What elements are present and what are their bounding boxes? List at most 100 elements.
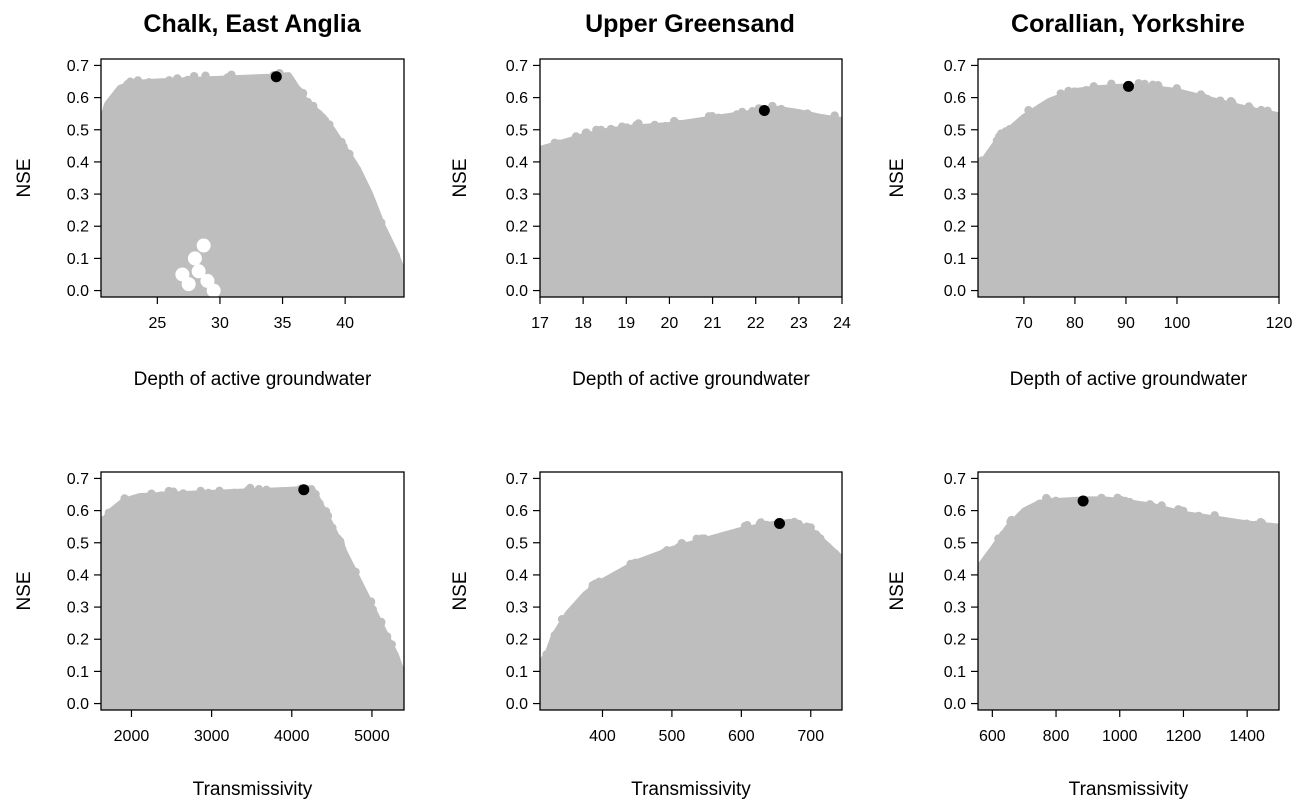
nse-point [253,79,263,89]
nse-point [1081,86,1091,95]
x-tick-label: 19 [617,315,635,332]
nse-point [978,565,984,575]
nse-point [262,485,271,495]
y-tick-label: 0.6 [67,90,89,107]
nse-point [295,95,304,104]
nse-point [1184,97,1193,107]
nse-point [831,549,840,559]
y-tick-label: 0.5 [506,535,528,552]
nse-point [1154,83,1163,92]
nse-point [1194,511,1203,521]
nse-point [365,604,374,613]
nse-point [978,162,984,172]
nse-point [581,128,590,138]
y-tick-label: 0.3 [944,600,966,617]
y-tick-label: 0.0 [506,696,528,713]
nse-point [398,269,404,278]
nse-point [762,520,771,530]
plot-frame [977,471,1280,711]
x-tick-label: 2000 [114,728,150,745]
nse-point [1130,500,1139,509]
nse-point [1228,100,1237,109]
nse-point [748,107,757,116]
nse-point [241,75,250,85]
nse-point [1005,130,1014,139]
nse-point [193,80,203,89]
x-tick-label: 1400 [1229,728,1265,745]
nse-point [373,621,382,631]
nse-point [1096,503,1106,512]
nse-point [273,80,282,89]
nse-point [743,520,752,530]
nse-point [1097,493,1106,503]
nse-point [660,128,670,137]
nse-point [180,496,189,506]
nse-point [547,644,556,653]
nse-point [339,142,348,151]
column-title-corallian: Corallian, Yorkshire [1011,10,1245,38]
y-axis-label: NSE [450,158,471,197]
y-tick-label: 0.6 [506,503,528,520]
nse-point [662,546,672,555]
y-axis-label: NSE [887,158,908,197]
nse-point [1105,496,1114,506]
sparse-gap [206,283,221,297]
nse-point [1059,502,1069,511]
y-axis-label: NSE [887,571,908,610]
nse-point [611,131,621,141]
nse-point [1196,97,1206,107]
nse-point [1247,106,1257,115]
nse-point-cloud [101,69,404,297]
nse-point [1256,105,1266,115]
nse-point [396,672,404,682]
nse-point [311,112,320,122]
nse-point [360,186,370,195]
nse-point [126,77,135,86]
nse-point [223,82,232,91]
nse-point [816,534,825,543]
nse-point [803,109,812,118]
nse-point [606,124,616,134]
x-tick-label: 30 [211,315,229,332]
nse-point [592,125,601,135]
column-title-upper-greensand: Upper Greensand [585,10,795,38]
nse-point [337,544,347,553]
nse-point [618,568,628,577]
y-axis-label: NSE [14,158,35,197]
panel-4: 0.0 0.1 0.2 0.3 0.4 0.5 0.6 0.7 2000 3000 4000 5000… [14,471,405,800]
y-tick-label: 0.2 [67,219,89,236]
nse-point [1130,90,1140,100]
sparse-gap [187,251,202,266]
nse-point [633,130,642,139]
nse-point [366,597,376,606]
panel-3: 0.0 0.1 0.2 0.3 0.4 0.5 0.6 0.7 70 80 90 100 120 Dept… [887,58,1292,390]
x-tick-label: 25 [148,315,166,332]
column-title-chalk: Chalk, East Anglia [143,10,361,38]
x-axis-label: Transmissivity [193,779,313,800]
nse-point [817,121,826,130]
panel-1: 0.0 0.1 0.2 0.3 0.4 0.5 0.6 0.7 25 30 35 40 Depth of… [14,58,405,390]
panel-5: 0.0 0.1 0.2 0.3 0.4 0.5 0.6 0.7 400 500 600 700 Tran… [450,471,843,800]
nse-point-cloud [101,483,404,710]
nse-point [325,120,334,129]
nse-point [1056,89,1065,98]
nse-point [182,82,191,91]
y-tick-label: 0.6 [944,90,966,107]
y-tick-label: 0.3 [506,187,528,204]
plot-frame [539,58,843,298]
nse-point [212,76,222,85]
nse-point [983,558,993,568]
nse-point [104,508,114,517]
nse-point [382,632,392,641]
nse-point [786,113,795,122]
y-tick-label: 0.5 [67,535,89,552]
nse-point [1149,91,1158,100]
nse-point [301,99,311,108]
nse-point [710,534,720,544]
x-tick-label: 700 [797,728,824,745]
nse-point [550,138,559,148]
nse-point [330,133,339,142]
y-tick-label: 0.2 [67,632,89,649]
nse-point [1072,95,1081,104]
x-tick-label: 17 [531,315,549,332]
